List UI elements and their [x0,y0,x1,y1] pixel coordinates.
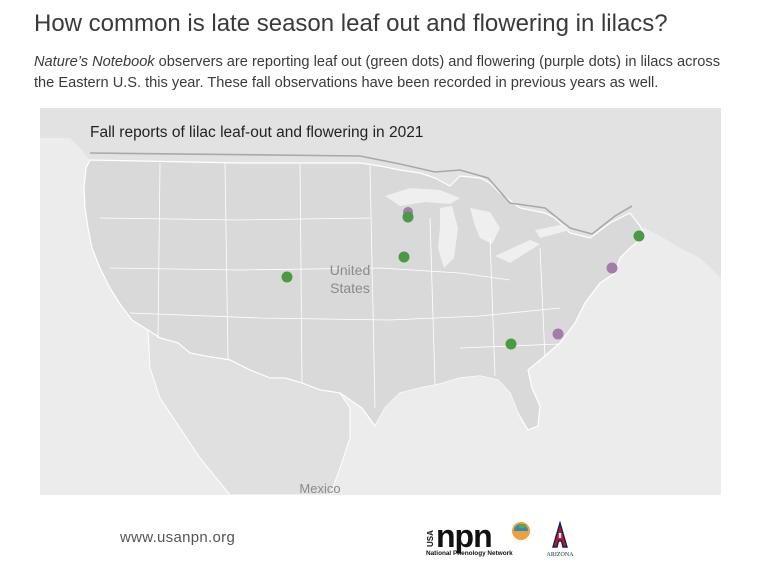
map-panel[interactable]: United States Mexico Fall reports of lil… [40,108,721,495]
mexico-land [147,329,351,495]
country-label-line2: States [330,280,370,296]
arizona-logo-caption: ARIZONA [547,552,575,558]
observation-dot-flowering-new-jersey[interactable] [606,262,618,274]
page-title: How common is late season leaf out and f… [34,10,668,37]
description-italic: Nature’s Notebook [34,54,155,70]
lake-superior [385,188,460,206]
npn-logo: USA npn National Phenology Network [426,518,530,557]
map-canvas: United States Mexico [40,108,721,495]
npn-logo-usa-text: USA [426,530,435,547]
arizona-logo: ARIZONA [547,520,575,558]
gulf-of-mexico [375,376,518,458]
mexico-label: Mexico [299,481,340,495]
lake-michigan [438,206,458,268]
lake-huron [470,208,500,244]
lake-erie [495,240,540,263]
description-text: observers are reporting leaf out (green … [34,54,720,91]
canada-land [40,108,721,278]
npn-logo-wordmark: npn [436,518,492,554]
observation-dot-leafout-tennessee[interactable] [505,338,517,350]
country-label-line1: United [330,262,370,278]
observation-dot-leafout-iowa[interactable] [398,251,410,263]
observation-dot-leafout-wisconsin[interactable] [402,211,414,223]
page-description: Nature’s Notebook observers are reportin… [34,52,734,94]
observation-dot-leafout-colorado[interactable] [281,271,293,283]
map-title: Fall reports of lilac leaf-out and flowe… [90,124,424,141]
npn-leaf-icon [512,522,530,540]
lake-ontario [535,224,570,238]
observation-dot-flowering-north-carolina[interactable] [552,328,564,340]
footer-url-link[interactable]: www.usanpn.org [120,529,236,546]
observation-dot-leafout-new-hampshire[interactable] [633,230,645,242]
arizona-a-icon [552,520,568,548]
npn-logo-caption: National Phenology Network [426,550,513,557]
canada-us-border [89,152,633,235]
